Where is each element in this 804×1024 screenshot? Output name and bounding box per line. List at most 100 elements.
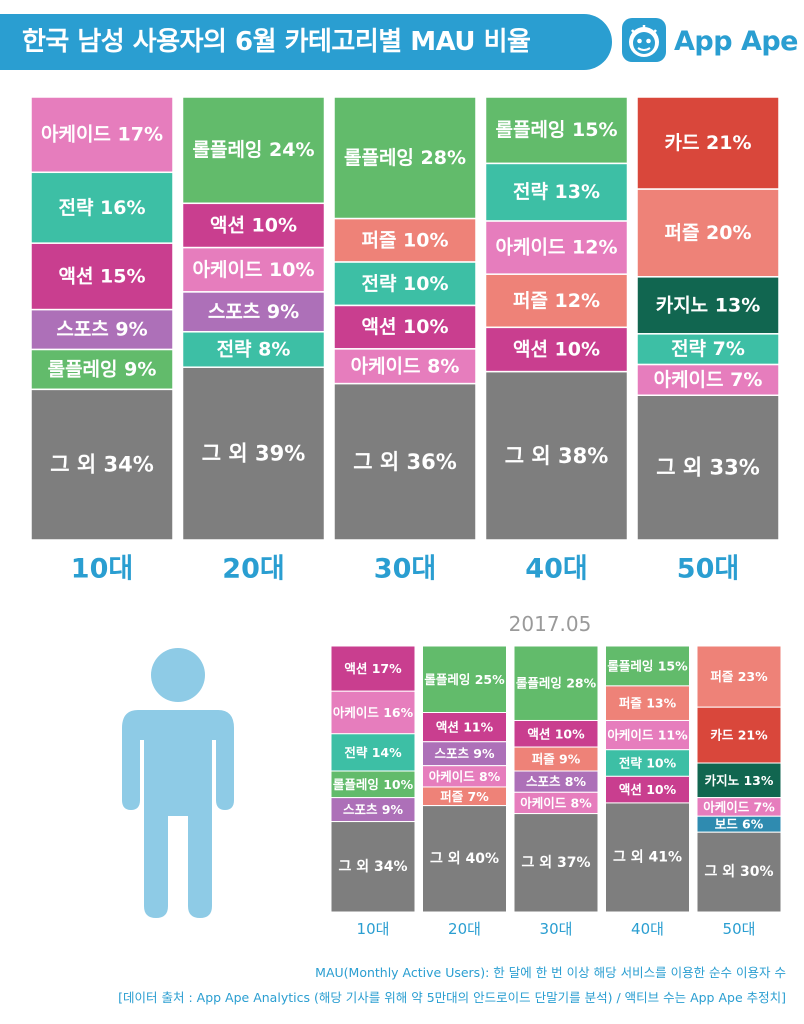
bar-segment-action [513, 719, 599, 748]
age-group-label: 40대 [525, 554, 587, 585]
bar-segment-puzzle [333, 217, 477, 263]
bar-segment-casino [696, 762, 782, 799]
bar-segment-arcade [636, 363, 780, 397]
bar-segment-arcade [333, 348, 477, 385]
bar-segment-other [484, 370, 629, 541]
segment-label-strategy: 전략 7% [671, 338, 745, 360]
june-mau-chart: 아케이드 17% 전략 16% 액션 15% 스포츠 9% 롤플레잉 9% 그 외 34%… [30, 96, 780, 585]
bar-segment-arcade [181, 246, 326, 293]
may-chart-date: 2017.05 [508, 612, 592, 636]
segment-label-other: 그 외 34% [338, 858, 407, 875]
segment-label-arcade: 아케이드 16% [333, 705, 414, 720]
segment-label-strategy: 전략 16% [58, 197, 145, 219]
ape-face-icon [622, 18, 666, 62]
bar-segment-other [181, 366, 326, 541]
segment-label-other: 그 외 36% [353, 450, 457, 474]
segment-label-casino: 카지노 13% [656, 294, 761, 316]
age-group-label: 10대 [357, 920, 390, 938]
bar-segment-card [696, 706, 782, 764]
segment-label-sports: 스포츠 9% [434, 746, 495, 761]
segment-label-roleplaying: 롤플레잉 28% [516, 676, 597, 691]
app-ape-logo: App Ape [622, 16, 799, 70]
segment-label-arcade: 아케이드 12% [495, 237, 617, 259]
segment-label-other: 그 외 41% [613, 848, 682, 865]
age-group-label: 50대 [723, 920, 756, 938]
segment-label-roleplaying: 롤플레잉 24% [192, 139, 314, 161]
age-group-label: 30대 [540, 920, 573, 938]
bar-segment-casino [636, 276, 780, 335]
bar-segment-other [696, 831, 782, 913]
bar-segment-puzzle [484, 273, 629, 329]
may-mau-chart: 액션 17% 아케이드 16% 전략 14% 롤플레잉 10% 스포츠 9% 그 외 34… [330, 645, 782, 938]
brand-name: App Ape [674, 26, 799, 57]
segment-label-action: 액션 10% [619, 782, 677, 797]
bar-segment-roleplaying [484, 96, 629, 165]
bar-segment-roleplaying [30, 348, 174, 391]
segment-label-other: 그 외 34% [50, 453, 154, 477]
segment-label-sports: 스포츠 9% [343, 802, 404, 817]
bar-segment-action [181, 202, 326, 249]
segment-label-strategy: 전략 13% [513, 181, 600, 203]
age-group-label: 20대 [448, 920, 481, 938]
age-group-label: 40대 [631, 920, 664, 938]
segment-label-roleplaying: 롤플레잉 28% [344, 147, 466, 169]
title-banner: 한국 남성 사용자의 6월 카테고리별 MAU 비율 [0, 14, 612, 70]
bar-segment-other [330, 821, 416, 913]
segment-label-roleplaying: 롤플레잉 10% [333, 777, 414, 792]
segment-label-puzzle: 퍼즐 12% [513, 290, 600, 312]
bar-segment-arcade [330, 690, 416, 735]
segment-label-roleplaying: 롤플레잉 15% [495, 119, 617, 141]
segment-label-other: 그 외 40% [430, 850, 499, 867]
segment-label-action: 액션 10% [361, 316, 448, 338]
bar-segment-strategy [636, 333, 780, 366]
bar-segment-action [333, 304, 477, 350]
bar-segment-action [30, 242, 174, 311]
segment-label-other: 그 외 39% [202, 442, 306, 466]
bar-segment-roleplaying [605, 645, 690, 687]
bar-segment-roleplaying [330, 770, 416, 799]
segment-label-arcade: 아케이드 8% [520, 795, 592, 810]
bar-segment-roleplaying [333, 96, 477, 220]
segment-label-sports: 스포츠 8% [526, 774, 587, 789]
bar-segment-strategy [605, 749, 690, 777]
segment-label-puzzle: 퍼즐 10% [361, 229, 448, 251]
age-group-label: 10대 [71, 554, 133, 585]
bar-segment-other [333, 382, 477, 541]
bar-segment-strategy [30, 171, 174, 244]
segment-label-action: 액션 11% [436, 720, 494, 735]
bar-segment-strategy [484, 162, 629, 222]
bar-segment-action [330, 645, 416, 692]
segment-label-strategy: 전략 8% [217, 339, 291, 361]
bar-segment-puzzle [636, 188, 780, 278]
segment-label-arcade: 아케이드 11% [607, 728, 688, 743]
bar-segment-action [605, 775, 690, 804]
bar-segment-sports [181, 291, 326, 333]
bar-segment-puzzle [696, 645, 782, 708]
bar-segment-roleplaying [513, 645, 599, 721]
mau-definition-note: MAU(Monthly Active Users): 한 달에 한 번 이상 해… [315, 965, 786, 980]
segment-label-action: 액션 10% [513, 339, 600, 361]
age-group-label: 20대 [222, 554, 284, 585]
male-user-icon [108, 648, 248, 918]
bar-segment-card [636, 96, 780, 190]
segment-label-puzzle: 퍼즐 9% [532, 752, 581, 767]
bar-segment-strategy [181, 331, 326, 368]
segment-label-action: 액션 17% [344, 661, 402, 676]
segment-label-other: 그 외 33% [656, 456, 760, 480]
segment-label-arcade: 아케이드 8% [429, 769, 501, 784]
bar-segment-action [422, 712, 507, 743]
segment-label-other: 그 외 37% [521, 854, 590, 871]
bar-segment-other [605, 802, 690, 913]
segment-label-roleplaying: 롤플레잉 9% [48, 358, 157, 380]
segment-label-action: 액션 10% [210, 214, 297, 236]
segment-label-strategy: 전략 10% [361, 273, 448, 295]
bar-segment-arcade [484, 220, 629, 275]
segment-label-puzzle: 퍼즐 13% [619, 696, 677, 711]
segment-label-casino: 카지노 13% [705, 773, 774, 788]
segment-label-roleplaying: 롤플레잉 15% [607, 658, 688, 673]
bar-segment-other [30, 388, 174, 541]
bar-segment-arcade [605, 719, 690, 751]
segment-label-action: 액션 10% [527, 726, 585, 741]
segment-label-arcade: 아케이드 7% [654, 369, 763, 391]
segment-label-strategy: 전략 14% [344, 745, 402, 760]
